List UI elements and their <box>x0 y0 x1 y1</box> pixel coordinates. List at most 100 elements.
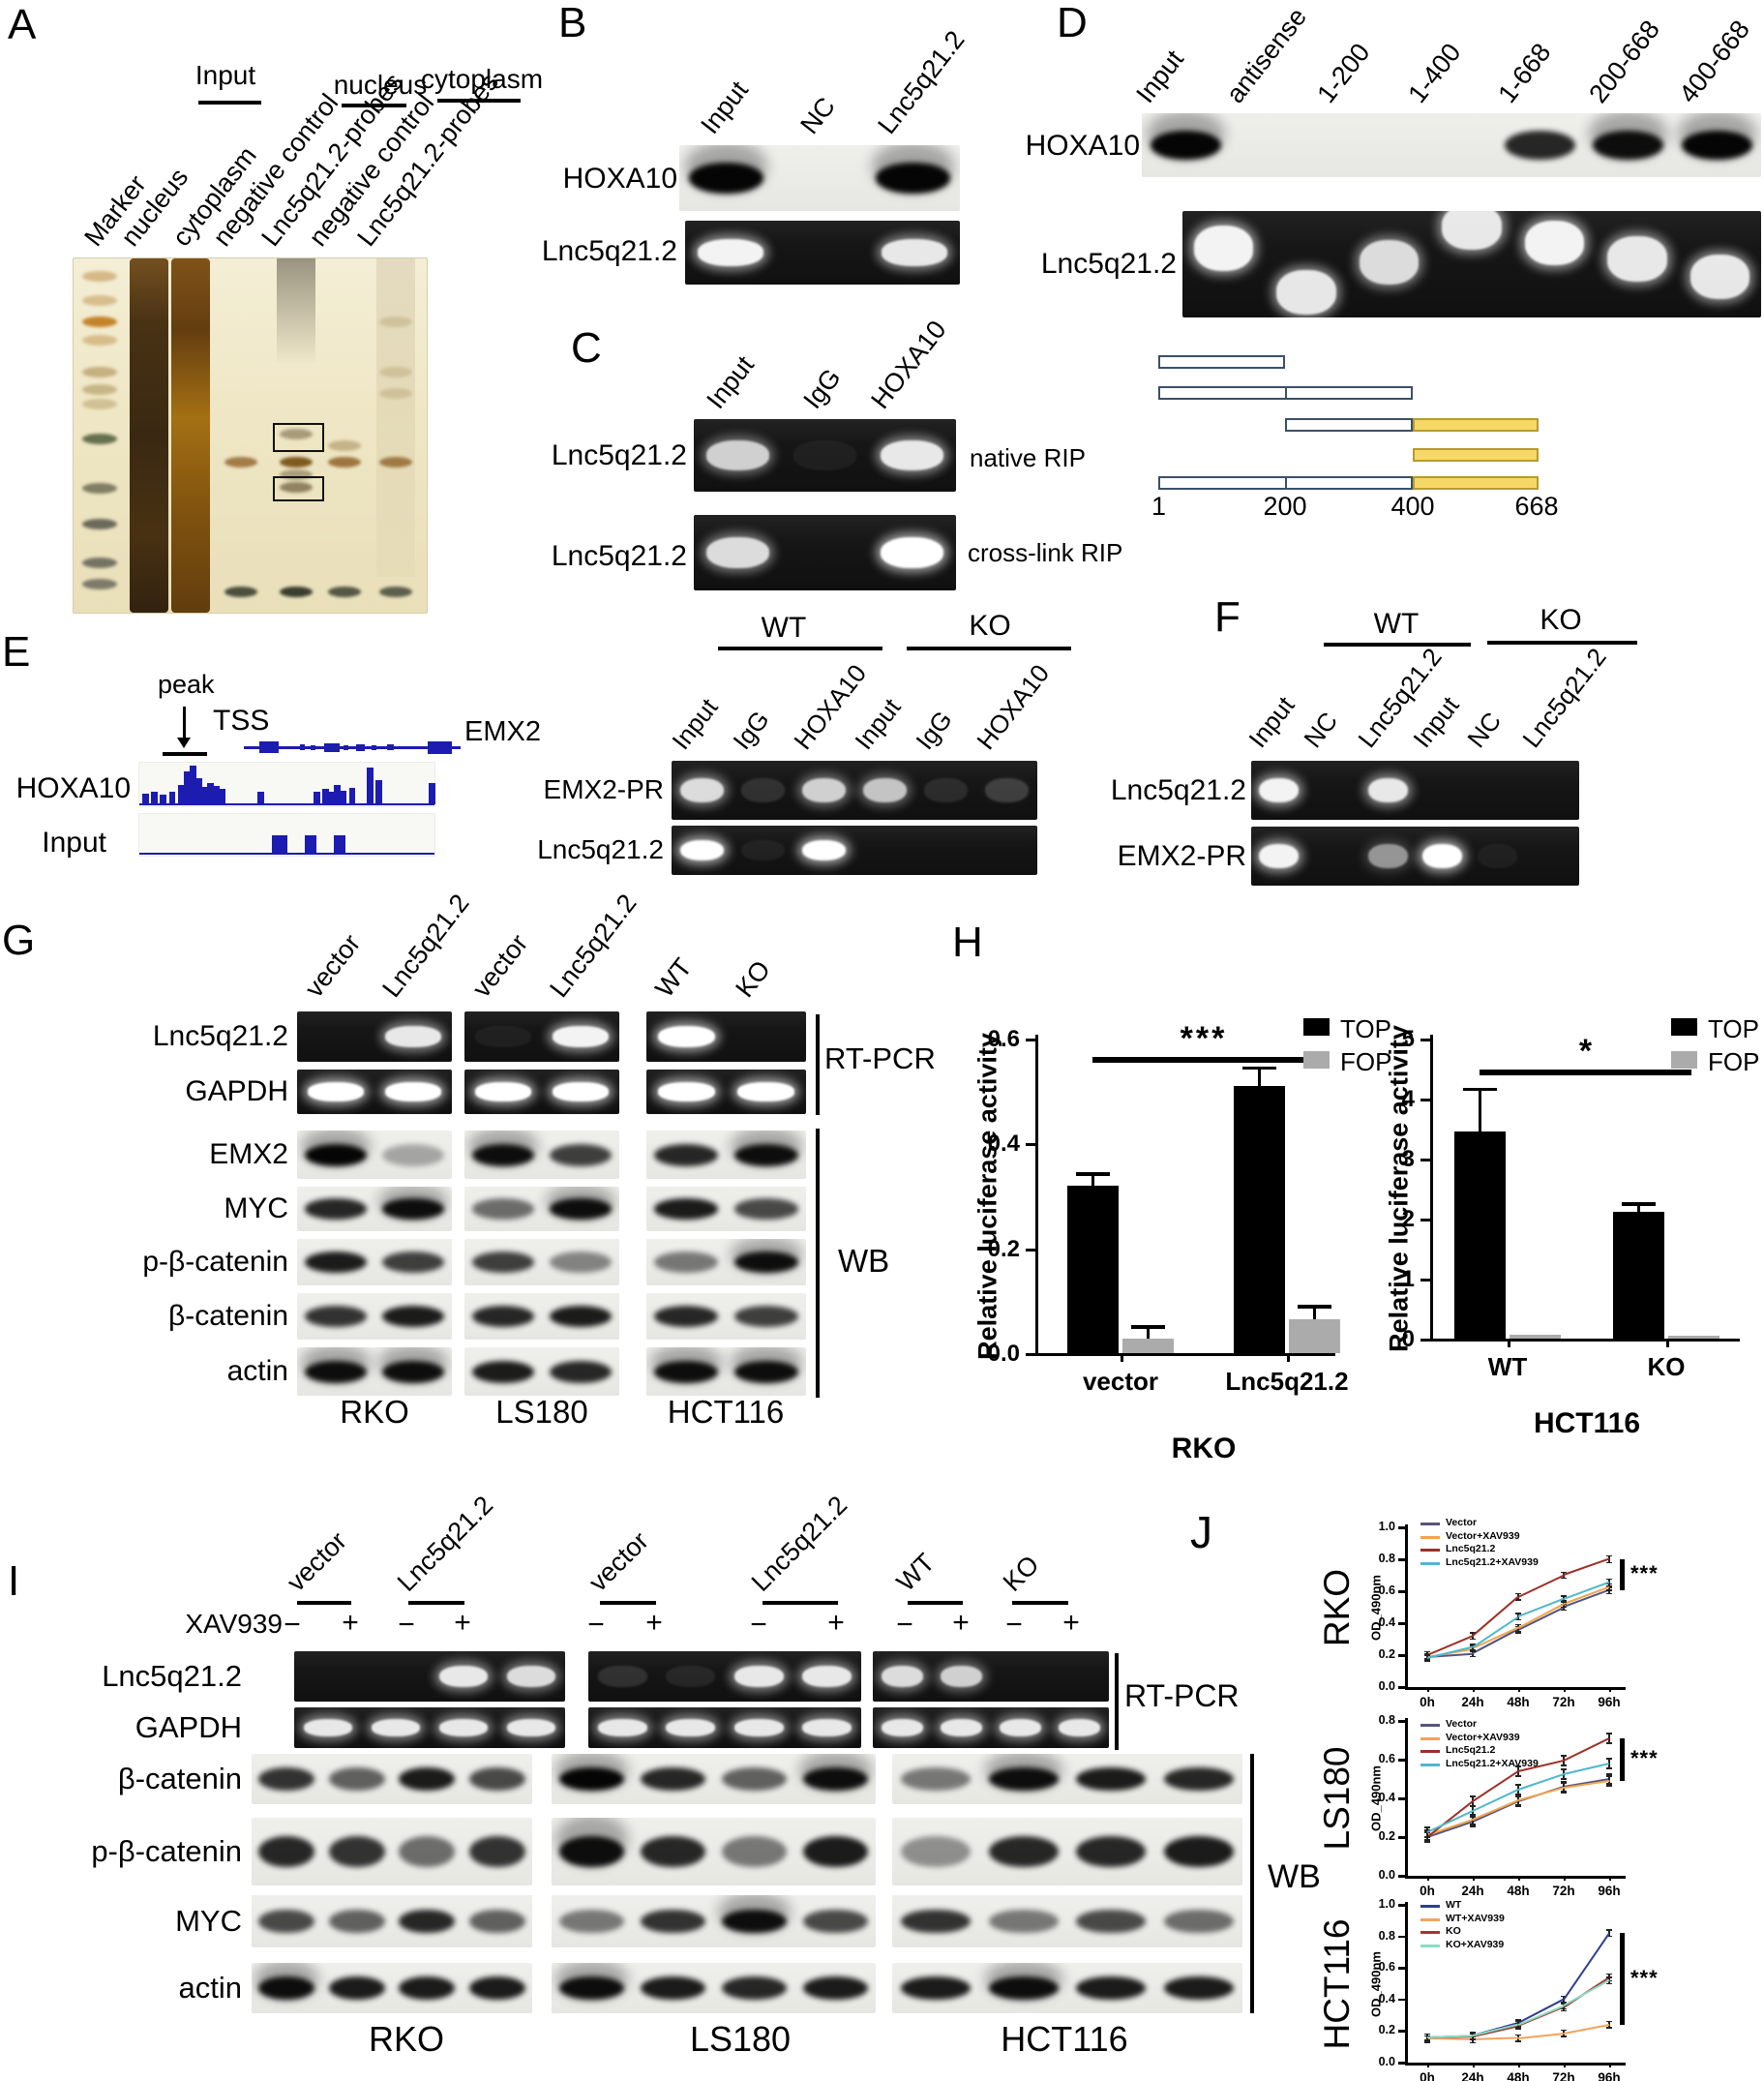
gel-band <box>666 1666 716 1687</box>
cell-line-label: RKO <box>340 1394 409 1430</box>
panel-b-letter: B <box>558 0 587 46</box>
legend-swatch <box>1303 1018 1330 1036</box>
lane-label: Lnc5q21.2 <box>745 1490 853 1597</box>
legend-line <box>1420 1549 1440 1552</box>
significance-bar <box>1620 1559 1625 1591</box>
blot-band <box>733 1360 798 1383</box>
error-cap <box>1424 2039 1430 2041</box>
x-tick <box>1427 2063 1429 2067</box>
y-tick-label: 0.4 <box>1378 1991 1395 2006</box>
error-cap <box>1470 1825 1476 1827</box>
line-segment-KO+XAV939 <box>1517 2005 1565 2026</box>
y-tick <box>1420 1219 1430 1221</box>
lane-label: IgG <box>797 363 847 414</box>
panel-i-rtpcr-bracket <box>1115 1653 1119 1750</box>
legend-line <box>1420 1561 1440 1565</box>
chipseq-block <box>272 834 287 854</box>
gel-image <box>873 1707 1109 1748</box>
blot-band <box>1504 130 1575 161</box>
panel-a-header-nucleus-underline <box>342 104 406 107</box>
panel-a-header-input-underline <box>198 101 261 105</box>
chipseq-peak <box>428 782 435 804</box>
lane-label: 1-400 <box>1402 38 1467 108</box>
line-segment-Lnc5q21.2 <box>1517 1574 1565 1598</box>
gel-band <box>657 1082 715 1101</box>
blot-band <box>305 1198 367 1220</box>
lane-label: Lnc5q21.2 <box>391 1490 499 1597</box>
significance-stars: *** <box>1180 1020 1228 1057</box>
x-axis <box>1405 2063 1626 2066</box>
y-tick <box>1398 1998 1405 2002</box>
y-tick-label: 3 <box>1401 1146 1415 1172</box>
silver-band <box>81 398 118 409</box>
y-axis <box>1035 1035 1038 1356</box>
gene-exon <box>428 740 453 754</box>
gel-image <box>297 1011 452 1062</box>
error-cap <box>1606 1758 1612 1760</box>
gel-band <box>881 439 944 471</box>
x-tick <box>1427 1687 1429 1692</box>
y-tick <box>1398 1558 1405 1561</box>
silver-stain-gel <box>73 257 428 614</box>
gel-band <box>733 1719 784 1736</box>
line-chart-J-LS180: LS180 OD_490nm 0.0 0.2 0.4 0.6 0.8 0h 24h 48h 72h 9… <box>1314 1689 1764 1907</box>
x-tick <box>1564 1876 1566 1881</box>
panel-g-letter: G <box>2 917 36 964</box>
error-cap <box>1515 1794 1521 1796</box>
error-cap <box>1561 1778 1567 1780</box>
gel-band <box>597 1719 647 1736</box>
legend-line <box>1420 1535 1440 1539</box>
panel-f-wt-label: WT <box>1373 608 1420 640</box>
bar-FOP <box>1510 1335 1561 1339</box>
legend-label: FOP <box>1708 1047 1760 1076</box>
error-cap <box>1515 2019 1521 2021</box>
error-cap <box>1561 1792 1567 1794</box>
error-cap <box>1606 1773 1612 1775</box>
gel-band <box>1276 269 1336 315</box>
line-segment-Lnc5q21.2 <box>1563 1557 1610 1577</box>
blot-image <box>552 1754 876 1804</box>
blot-band <box>721 1909 787 1934</box>
blot-band <box>1076 1909 1147 1934</box>
group-overline <box>1012 1601 1068 1605</box>
y-tick-label: 1 <box>1401 1266 1415 1292</box>
gel-band <box>553 1026 609 1047</box>
panel-g-row-label: β-catenin <box>168 1300 288 1332</box>
fragment-bar-divider <box>1285 386 1287 400</box>
blot-band <box>328 1909 385 1934</box>
gel-band <box>999 1719 1042 1736</box>
chipseq-block <box>304 834 316 854</box>
blot-band <box>258 1976 315 2000</box>
error-cap <box>1606 1785 1612 1787</box>
error-cap <box>1606 1578 1612 1581</box>
gel-band <box>801 839 847 861</box>
error-bar <box>1479 1087 1481 1132</box>
panel-f-wt-line <box>1324 643 1471 647</box>
blot-band <box>258 1835 315 1868</box>
x-tick <box>1473 1876 1475 1881</box>
blot-band <box>258 1909 315 1934</box>
track-input-label: Input <box>42 827 106 859</box>
error-cap <box>1470 2037 1476 2040</box>
cell-line-side-label: RKO <box>1317 1568 1357 1646</box>
blot-band <box>641 1835 706 1868</box>
blot-band <box>1151 130 1222 161</box>
chipseq-block <box>334 834 346 854</box>
silver-band <box>378 366 413 377</box>
bar-FOP <box>1289 1318 1340 1353</box>
chipseq-peak <box>348 787 356 804</box>
panel-b-row-hoxa10: HOXA10 <box>562 163 677 195</box>
error-cap <box>1470 1824 1476 1825</box>
gel-band <box>438 1666 489 1687</box>
line-segment-Lnc5q21.2+XAV939 <box>1563 1762 1610 1776</box>
silver-band <box>378 586 413 597</box>
legend-label: WT+XAV939 <box>1446 1912 1505 1924</box>
x-tick-label: 48h <box>1507 2070 1530 2081</box>
blot-band <box>382 1143 444 1166</box>
blot-image <box>892 1754 1242 1804</box>
panel-c-note-crosslink-rip: cross-link RIP <box>968 538 1123 567</box>
blot-image <box>464 1293 619 1340</box>
x-tick-label: 72h <box>1552 2070 1575 2081</box>
blot-band <box>1163 1976 1234 2000</box>
xav-plus-sign: + <box>342 1607 359 1639</box>
